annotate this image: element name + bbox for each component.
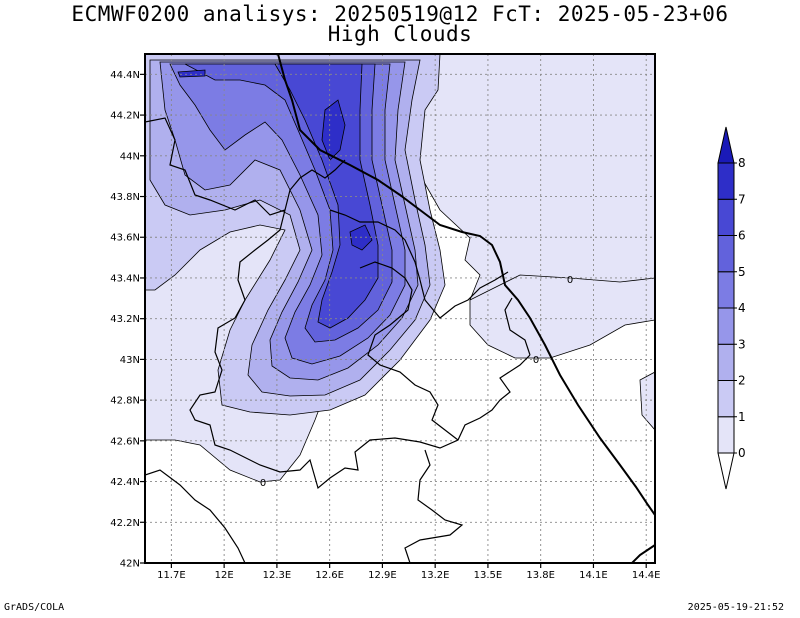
lat-tick-label: 44N <box>120 151 140 162</box>
colorbar-segment <box>717 271 735 309</box>
gridlines <box>145 54 655 563</box>
lat-tick-label: 44.2N <box>110 111 140 122</box>
colorbar-label: 4 <box>738 301 746 315</box>
colorbar-label: 7 <box>738 192 746 206</box>
colorbar-segment <box>717 307 735 345</box>
footer-timestamp: 2025-05-19-21:52 <box>687 602 784 613</box>
lon-tick-label: 13.8E <box>526 570 555 581</box>
lat-tick-label: 42N <box>120 559 140 570</box>
contour-label: 0 <box>567 275 573 286</box>
lon-tick-label: 11.7E <box>157 570 186 581</box>
coastline-south <box>631 544 655 563</box>
footer-credit: GrADS/COLA <box>4 602 65 613</box>
lat-tick-label: 42.4N <box>110 477 140 488</box>
chart-title: ECMWF0200 analisys: 20250519@12 FcT: 202… <box>71 2 729 26</box>
cloud-level-0-far-east <box>639 371 655 431</box>
colorbar-segment <box>717 343 735 381</box>
colorbar-label: 8 <box>738 156 746 170</box>
colorbar-segment <box>717 416 735 454</box>
colorbar-segment <box>717 162 735 200</box>
lon-tick-label: 13.5E <box>474 570 503 581</box>
longitude-axis: 11.7E 12E 12.3E 12.6E 12.9E 13.2E 13.5E 13.8E 14… <box>157 563 661 581</box>
chart-subtitle: High Clouds <box>327 22 473 46</box>
contour-label: 0 <box>260 478 266 489</box>
colorbar-label: 6 <box>738 229 746 243</box>
colorbar-label: 5 <box>738 265 746 279</box>
colorbar-over-arrow <box>717 126 735 164</box>
lat-tick-label: 43.2N <box>110 314 140 325</box>
lon-tick-label: 14.1E <box>579 570 608 581</box>
colorbar-under-arrow <box>717 452 735 490</box>
lon-tick-label: 13.2E <box>421 570 450 581</box>
colorbar-label: 1 <box>738 410 746 424</box>
map-frame <box>144 53 656 564</box>
latitude-axis: 42N 42.2N 42.4N 42.6N 42.8N 43N 43.2N 43.4N 43.6… <box>110 70 145 570</box>
colorbar-label: 2 <box>738 374 746 388</box>
map-plot-area <box>145 54 655 563</box>
colorbar: 0 1 2 3 4 5 6 7 8 <box>717 126 746 490</box>
colorbar-label: 0 <box>738 446 746 460</box>
lon-tick-label: 14.4E <box>632 570 661 581</box>
lat-tick-label: 43N <box>120 355 140 366</box>
contour-label: 0 <box>533 355 539 366</box>
cloud-level-7-north <box>321 99 346 161</box>
cloud-level-7-nw <box>177 69 206 78</box>
lon-tick-label: 12E <box>215 570 234 581</box>
lat-tick-label: 42.6N <box>110 436 140 447</box>
lat-tick-label: 43.8N <box>110 192 140 203</box>
region-boundaries <box>145 117 531 563</box>
cloud-level-6 <box>274 63 379 329</box>
colorbar-label: 3 <box>738 337 746 351</box>
colorbar-segment <box>717 198 735 236</box>
lon-tick-label: 12.3E <box>263 570 292 581</box>
lat-tick-label: 44.4N <box>110 70 140 81</box>
lat-tick-label: 43.4N <box>110 273 140 284</box>
colorbar-segment <box>717 235 735 273</box>
lat-tick-label: 42.8N <box>110 396 140 407</box>
colorbar-segment <box>717 380 735 418</box>
lon-tick-label: 12.9E <box>368 570 397 581</box>
coastline <box>277 54 655 516</box>
lat-tick-label: 42.2N <box>110 518 140 529</box>
lon-tick-label: 12.6E <box>315 570 344 581</box>
lat-tick-label: 43.6N <box>110 233 140 244</box>
